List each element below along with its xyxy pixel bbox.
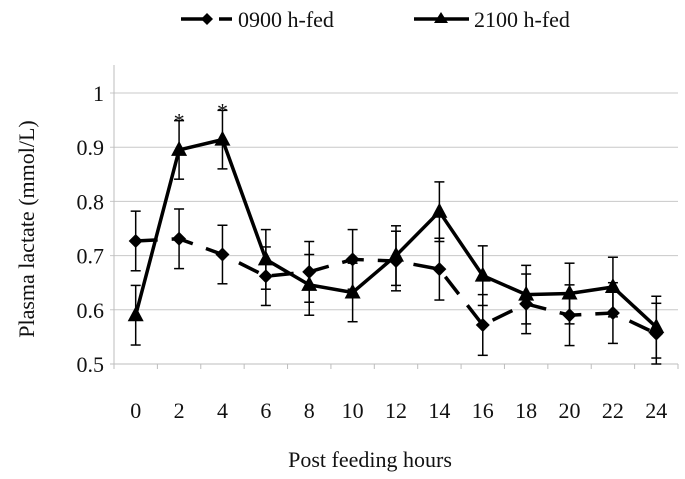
legend-label-2100: 2100 h-fed <box>474 7 570 32</box>
x-tick-label: 8 <box>304 398 315 423</box>
y-tick-label: 1 <box>93 81 104 106</box>
legend: 0900 h-fed 2100 h-fed <box>181 7 570 32</box>
legend-triangle-marker <box>434 12 448 23</box>
y-tick-label: 0.6 <box>77 298 105 323</box>
y-tick-label: 0.9 <box>77 135 105 160</box>
data-point-diamond <box>432 262 447 277</box>
legend-diamond-marker <box>201 13 213 25</box>
x-tick-label: 22 <box>602 398 624 423</box>
x-tick-label: 6 <box>260 398 271 423</box>
data-point-triangle <box>648 318 665 334</box>
data-point-triangle <box>214 130 231 146</box>
data-point-diamond <box>128 233 143 248</box>
series-2100-h-fed <box>127 109 665 359</box>
x-tick-label: 16 <box>472 398 494 423</box>
legend-item-2100: 2100 h-fed <box>414 7 570 32</box>
x-tick-label: 18 <box>515 398 537 423</box>
gridlines <box>110 92 678 311</box>
annotations: * * <box>174 98 228 133</box>
data-point-triangle <box>344 283 361 299</box>
data-point-triangle <box>127 306 144 322</box>
x-tick-labels: 0 2 4 6 8 10 12 14 16 18 20 22 24 <box>113 364 679 423</box>
y-tick-label: 0.5 <box>77 352 105 377</box>
y-axis-title: Plasma lactate (mmol/L) <box>14 120 39 338</box>
x-tick-label: 4 <box>217 398 228 423</box>
x-tick-label: 20 <box>559 398 581 423</box>
data-point-diamond <box>475 317 490 332</box>
data-point-triangle <box>474 266 491 282</box>
significance-asterisk: * <box>217 98 228 123</box>
y-tick-labels: 0.5 0.6 0.7 0.8 0.9 1 <box>77 81 105 377</box>
x-tick-label: 24 <box>645 398 667 423</box>
significance-asterisk: * <box>174 109 185 134</box>
x-tick-label: 14 <box>428 398 450 423</box>
legend-item-0900: 0900 h-fed <box>181 7 334 32</box>
x-tick-label: 12 <box>385 398 407 423</box>
x-tick-label: 10 <box>342 398 364 423</box>
data-point-diamond <box>215 247 230 262</box>
data-point-triangle <box>257 250 274 266</box>
legend-label-0900: 0900 h-fed <box>238 7 334 32</box>
data-point-triangle <box>301 275 318 291</box>
series <box>127 109 665 365</box>
data-point-triangle <box>604 278 621 294</box>
x-axis-title: Post feeding hours <box>288 447 452 472</box>
data-point-triangle <box>171 140 188 156</box>
data-point-triangle <box>518 285 535 301</box>
data-point-triangle <box>561 284 578 300</box>
data-point-diamond <box>172 231 187 246</box>
data-point-triangle <box>431 202 448 218</box>
y-tick-label: 0.7 <box>77 244 105 269</box>
x-tick-label: 0 <box>130 398 141 423</box>
y-tick-label: 0.8 <box>77 189 105 214</box>
data-point-triangle <box>388 246 404 262</box>
x-tick-label: 2 <box>174 398 185 423</box>
axes <box>110 65 678 369</box>
